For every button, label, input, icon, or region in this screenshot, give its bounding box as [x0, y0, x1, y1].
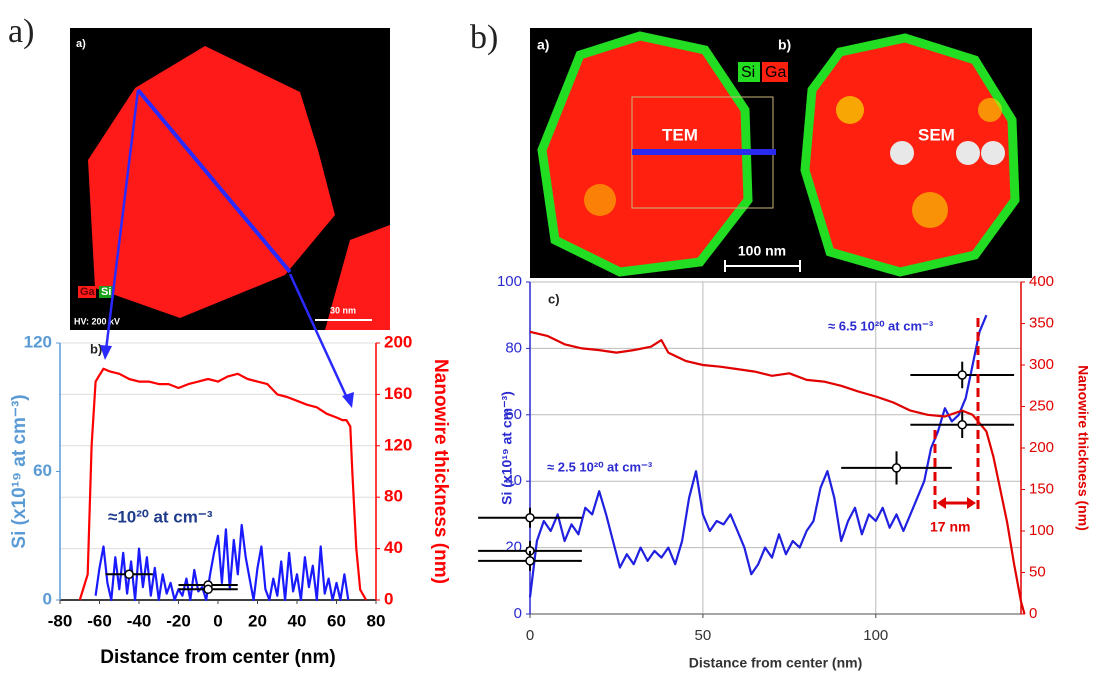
- panel-label: c): [548, 291, 560, 306]
- image-label: b): [778, 37, 791, 53]
- x-tick-label: 20: [248, 611, 267, 630]
- scale-bar-label: 30 nm: [330, 305, 356, 315]
- y2-tick-label: 80: [384, 487, 403, 506]
- y2-tick-label: 50: [1029, 563, 1046, 580]
- y-tick-label: 60: [33, 461, 52, 480]
- annotation: ≈ 6.5 10²⁰ at cm⁻³: [828, 318, 934, 333]
- x-tick-label: 50: [695, 627, 712, 644]
- image-label: SEM: [918, 125, 955, 144]
- y2-tick-label: 350: [1029, 314, 1054, 331]
- x-tick-label: -20: [166, 611, 191, 630]
- series-line: [528, 314, 988, 598]
- x-tick-label: -60: [87, 611, 112, 630]
- error-point: [203, 584, 213, 595]
- y-tick-label: 100: [497, 273, 522, 290]
- legend-si: Si: [101, 286, 111, 298]
- y2-tick-label: 150: [1029, 480, 1054, 497]
- y-axis-title: Si (x10¹⁹ at cm⁻³): [499, 391, 515, 505]
- annotation: ≈ 2.5 10²⁰ at cm⁻³: [547, 459, 653, 474]
- error-point: [525, 556, 535, 566]
- y2-tick-label: 200: [1029, 439, 1054, 456]
- annotation: 17 nm: [930, 519, 970, 535]
- image-label: TEM: [662, 125, 698, 144]
- y-tick-label: 0: [43, 589, 52, 608]
- x-tick-label: -80: [48, 611, 73, 630]
- series-line: [94, 523, 350, 602]
- y2-tick-label: 100: [1029, 522, 1054, 539]
- scale-bar-label: 100 nm: [738, 243, 786, 259]
- y2-tick-label: 120: [384, 435, 412, 454]
- y-axis-title: Si (x10¹⁹ at cm⁻³): [9, 394, 30, 548]
- error-point: [957, 370, 967, 380]
- charts: -80 -60 -40 -20 0 20 40 60 80 0 60 120 0 40 80 120 160 20…: [9, 273, 1091, 671]
- y2-tick-label: 250: [1029, 397, 1054, 414]
- y-tick-label: 0: [514, 605, 522, 622]
- legend-si: Si: [741, 64, 755, 81]
- y-tick-label: 60: [505, 406, 522, 423]
- image-label: a): [76, 38, 86, 50]
- series-line: [78, 367, 368, 601]
- y2-axis-title: Nanowire thickness (nm): [430, 359, 451, 584]
- image-label: a): [537, 37, 549, 53]
- error-point: [525, 512, 535, 523]
- x-axis-title: Distance from center (nm): [689, 655, 862, 671]
- error-point: [124, 569, 134, 580]
- error-point: [957, 420, 967, 430]
- micrograph-a: a) Ga Si HV: 200 kV 30 nm: [70, 28, 390, 330]
- image-info: HV: 200 kV: [74, 316, 120, 326]
- x-tick-label: -40: [127, 611, 152, 630]
- y-tick-label: 80: [505, 339, 522, 356]
- panel-label: a): [8, 13, 34, 50]
- panel-label: b): [90, 341, 102, 356]
- y2-tick-label: 300: [1029, 356, 1054, 373]
- overlay: [100, 89, 980, 512]
- y-tick-label: 120: [24, 332, 52, 351]
- legend-ga: Ga: [80, 286, 96, 298]
- y2-axis-title: Nanowire thickness (nm): [1075, 365, 1091, 531]
- panel-label: b): [470, 19, 498, 56]
- annotation: ≈10²⁰ at cm⁻³: [108, 507, 213, 526]
- micrograph-b: a) b) Si Ga TEM SEM 100 nm: [530, 28, 1032, 278]
- x-tick-label: 60: [327, 611, 346, 630]
- y2-tick-label: 0: [1029, 605, 1037, 622]
- y2-tick-label: 200: [384, 332, 412, 351]
- y2-tick-label: 400: [1029, 273, 1054, 290]
- y2-tick-label: 0: [384, 589, 393, 608]
- error-point: [891, 463, 902, 473]
- x-tick-label: 100: [863, 627, 888, 644]
- y-tick-label: 40: [505, 472, 522, 489]
- series-line: [529, 330, 1026, 615]
- x-axis-title: Distance from center (nm): [100, 647, 335, 668]
- y2-tick-label: 40: [384, 538, 403, 557]
- legend-ga: Ga: [765, 64, 786, 81]
- x-tick-label: 0: [526, 627, 534, 644]
- x-tick-label: 0: [213, 611, 222, 630]
- y-tick-label: 20: [505, 539, 522, 556]
- y2-tick-label: 160: [384, 384, 412, 403]
- x-tick-label: 80: [367, 611, 386, 630]
- x-tick-label: 40: [288, 611, 307, 630]
